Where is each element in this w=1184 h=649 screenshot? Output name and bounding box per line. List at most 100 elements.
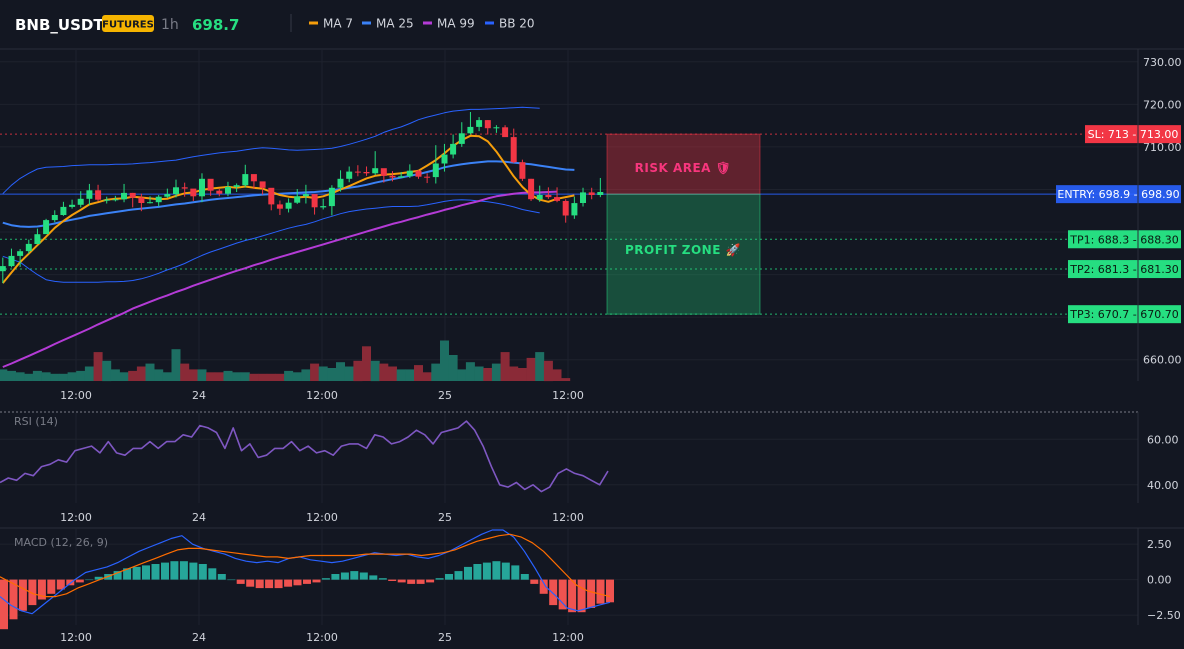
candle-body [380,168,387,176]
macd-histogram-bar [359,572,368,580]
candle-body [69,204,76,207]
candle-body [484,120,491,129]
macd-histogram-bar [28,579,37,606]
price-axis[interactable]: 660.00 710.00 720.00 730.00 SL: 713 - 713.00… [1056,56,1182,367]
volume-bar [223,370,233,381]
candle-body [225,186,231,194]
trade-zones[interactable]: RISK AREA 🛡 PROFIT ZONE 🚀 [606,133,761,315]
volume-bar [535,352,545,381]
candle-body [25,243,32,252]
rsi-pane[interactable]: RSI (14) 40.00 60.00 12:00 24 12:00 25 12:00 [0,413,1179,524]
ma7-line [2,134,575,284]
macd-histogram-bar [350,571,359,580]
volume-bar [474,366,484,381]
volume-bar [188,369,198,381]
macd-histogram-bar [66,579,75,586]
macd-histogram-bar [445,574,453,580]
candle-body [554,197,560,201]
candle-body [34,234,41,244]
macd-histogram-bar [85,579,94,581]
candle-body [398,176,405,178]
candle-body [415,170,422,177]
volume-bar [344,366,354,381]
volume-bar [7,370,16,381]
volume-bar [448,355,458,381]
candle-body [77,198,84,205]
macd-histogram-bar [217,574,226,580]
candle-body [86,190,93,199]
volume-bar [93,352,103,381]
volume-bar [561,378,571,381]
macd-histogram-bar [151,564,160,580]
macd-histogram-bar [369,575,378,580]
level-tag-sl [1085,125,1181,144]
macd-title: MACD (12, 26, 9) [14,536,108,549]
macd-histogram-bar [530,579,539,584]
macd-histogram-bar [454,571,463,580]
candle-body [268,187,275,205]
macd-histogram-bar [123,568,132,580]
volume-bar [197,369,207,381]
level-tag-tp3 [1068,305,1181,324]
candle-body [216,190,223,194]
macd-histogram-bar [142,565,150,580]
time-tick-label: 25 [438,389,452,402]
rsi-tick-label: 60.00 [1147,433,1179,446]
macd-pane[interactable]: MACD (12, 26, 9) −2.50 0.00 2.50 12:00 24 12:0… [0,529,1181,644]
macd-histogram-bar [501,562,510,580]
ma99-line [2,190,558,368]
macd-histogram-bar [596,579,605,604]
candle-body [562,201,569,216]
level-tag-tp1 [1068,230,1181,249]
volume-bar [154,369,164,381]
time-tick-label: 12:00 [60,389,92,402]
main-pane-grid [0,49,1138,381]
candle-body [276,204,283,209]
volume-bar [58,373,68,381]
volume-bar [162,372,172,381]
volume-bar [84,366,94,381]
timeframe-label[interactable]: 1h [161,17,179,33]
candlesticks[interactable] [0,111,604,284]
rsi-line [0,420,609,493]
volume-bar [457,369,467,381]
candle-body [138,197,145,203]
legend-ma7[interactable]: MA 7 [323,17,353,31]
macd-histogram-bar [331,574,340,580]
candle-body [580,192,586,203]
macd-histogram-bar [132,566,141,580]
rsi-time-tick-label: 12:00 [552,511,584,524]
futures-badge-label: FUTURES [102,20,154,31]
legend-ma25[interactable]: MA 25 [376,17,414,31]
macd-time-tick-label: 12:00 [552,631,584,644]
macd-histogram-bar [577,579,586,613]
macd-tick-label: 0.00 [1147,574,1172,587]
macd-histogram-bar [539,579,548,594]
macd-histogram-bar [170,561,179,580]
legend-ma99[interactable]: MA 99 [437,17,475,31]
macd-histogram-bar [549,579,558,606]
macd-histogram-bar [265,579,274,589]
candle-body [337,178,344,188]
macd-histogram-bar [0,579,8,630]
macd-histogram-bar [473,564,482,580]
volume-bar [136,366,146,381]
profit-zone[interactable] [606,193,761,315]
volume-bar [440,340,449,381]
rsi-time-tick-label: 24 [192,511,206,524]
candle-body [467,126,474,134]
macd-histogram-bar [435,578,444,580]
candle-body [424,176,431,178]
candle-body [181,187,188,189]
volume-bar [32,370,42,381]
symbol-name[interactable]: BNB_USDT [15,16,104,34]
rsi-time-tick-label: 25 [438,511,452,524]
candle-body [199,178,205,197]
candle-body [320,206,327,208]
macd-histogram-bar [340,572,349,580]
candle-body [207,178,214,191]
risk-area-zone[interactable] [606,133,761,195]
level-label-tp3: TP3: 670.7 - 670.70 [1069,308,1179,321]
legend-bb20[interactable]: BB 20 [499,17,535,31]
